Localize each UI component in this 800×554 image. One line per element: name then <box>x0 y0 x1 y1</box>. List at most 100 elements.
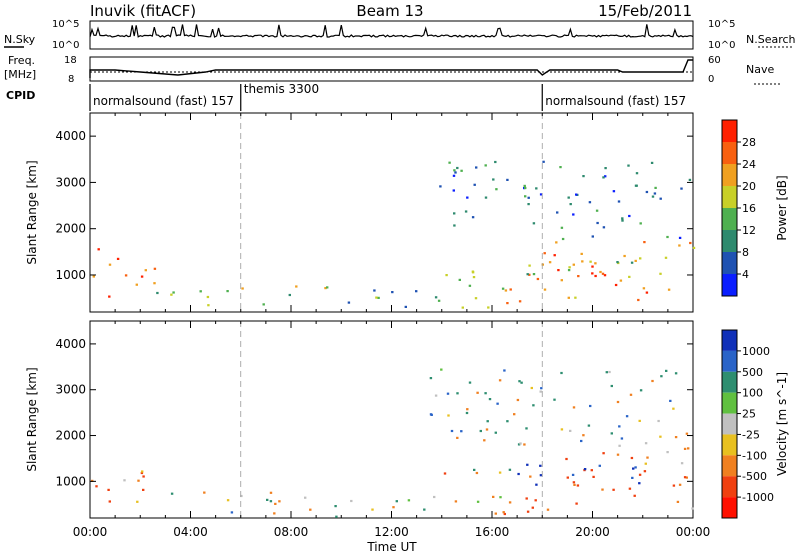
velocity-colorbar: 1000 500 100 25 -25 -100 -500 -1000 Velocity [m … <box>721 329 789 519</box>
range-cell <box>664 256 668 259</box>
range-cell <box>508 501 512 504</box>
colorbar-swatch <box>722 455 737 477</box>
colorbar-tick-label: 16 <box>742 202 756 215</box>
range-cell <box>659 272 662 275</box>
range-cell <box>523 443 526 446</box>
colorbar-tick-label: 1000 <box>742 345 770 358</box>
range-cell <box>638 473 642 476</box>
range-cell <box>628 214 631 218</box>
range-cell <box>429 377 433 380</box>
range-cell <box>124 274 128 277</box>
range-cell <box>347 301 351 304</box>
range-cell <box>560 371 563 375</box>
range-cell <box>170 492 174 495</box>
colorbar-tick-label: -25 <box>742 428 760 441</box>
range-cell <box>203 491 206 494</box>
range-cell <box>680 462 684 465</box>
range-cell <box>623 254 626 258</box>
range-cell <box>676 500 680 503</box>
range-cell <box>543 252 546 255</box>
range-cell <box>630 456 634 460</box>
x-tick-label: 08:00 <box>274 525 309 539</box>
range-cell <box>513 413 516 416</box>
range-cell <box>137 479 140 482</box>
range-cell <box>612 190 616 193</box>
range-cell <box>453 224 456 227</box>
range-cell <box>532 273 536 276</box>
colorbar-swatch <box>722 274 737 296</box>
range-cell <box>226 290 229 293</box>
range-cell <box>601 272 605 275</box>
colorbar-swatch <box>722 476 737 498</box>
x-axis-label: Time UT <box>366 540 417 554</box>
colorbar-tick-label: -100 <box>742 449 767 462</box>
range-cell <box>448 161 451 164</box>
range-cell <box>571 473 575 476</box>
range-cell <box>474 297 478 300</box>
range-cell <box>553 398 556 401</box>
range-cell <box>518 380 521 383</box>
range-cell <box>588 201 592 204</box>
range-cell <box>683 447 687 450</box>
range-cell <box>539 193 543 196</box>
range-cell <box>630 261 634 264</box>
range-cell <box>498 471 502 474</box>
range-cell <box>595 209 599 212</box>
range-cell <box>226 499 230 502</box>
range-cell <box>555 241 558 244</box>
range-cell <box>494 512 497 515</box>
range-cell <box>269 491 273 494</box>
range-cell <box>452 174 456 177</box>
range-cell <box>496 402 499 405</box>
range-cell <box>437 299 441 302</box>
range-cell <box>465 411 469 415</box>
range-cell <box>486 420 489 423</box>
range-cell <box>674 436 678 439</box>
panel-frame <box>89 112 694 313</box>
x-tick-label: 12:00 <box>374 525 409 539</box>
range-cell <box>529 475 532 478</box>
y-tick-label: 2000 <box>55 222 86 236</box>
range-cell <box>517 443 521 446</box>
range-cell <box>494 160 497 164</box>
range-cell <box>460 169 463 172</box>
range-cell <box>594 274 597 278</box>
colorbar-swatch <box>722 413 737 435</box>
range-cell <box>392 506 395 509</box>
range-cell <box>566 476 569 479</box>
range-cell <box>528 273 531 276</box>
colorbar-tick-label: 4 <box>742 268 749 281</box>
range-cell <box>273 512 276 515</box>
x-tick-label: 20:00 <box>575 525 610 539</box>
range-cell <box>678 483 682 486</box>
range-cell <box>503 369 506 372</box>
range-cell <box>565 457 568 461</box>
range-cell <box>610 432 613 435</box>
range-cell <box>620 437 624 440</box>
range-cell <box>616 261 619 264</box>
range-cell <box>445 274 448 277</box>
range-cell <box>492 178 495 181</box>
range-cell <box>608 370 611 374</box>
range-cell <box>415 290 418 293</box>
range-cell <box>568 266 571 269</box>
range-cell <box>560 428 564 431</box>
x-tick-label: 16:00 <box>475 525 510 539</box>
station-title: Inuvik (fitACF) <box>90 2 196 20</box>
colorbar-swatch <box>722 252 737 274</box>
range-cell <box>645 291 649 294</box>
range-cell <box>446 392 450 395</box>
range-cell <box>603 274 607 277</box>
nsky-label: N.Sky <box>4 33 36 46</box>
range-cell <box>404 305 407 308</box>
range-cell <box>269 500 273 503</box>
range-cell <box>525 427 528 430</box>
range-cell <box>567 196 570 199</box>
range-cell <box>587 424 591 427</box>
range-cell <box>262 303 265 306</box>
range-cell <box>539 390 542 393</box>
range-cell <box>107 488 110 491</box>
panel-frame <box>89 320 694 519</box>
range-cell <box>443 472 447 475</box>
range-cell <box>485 428 489 431</box>
